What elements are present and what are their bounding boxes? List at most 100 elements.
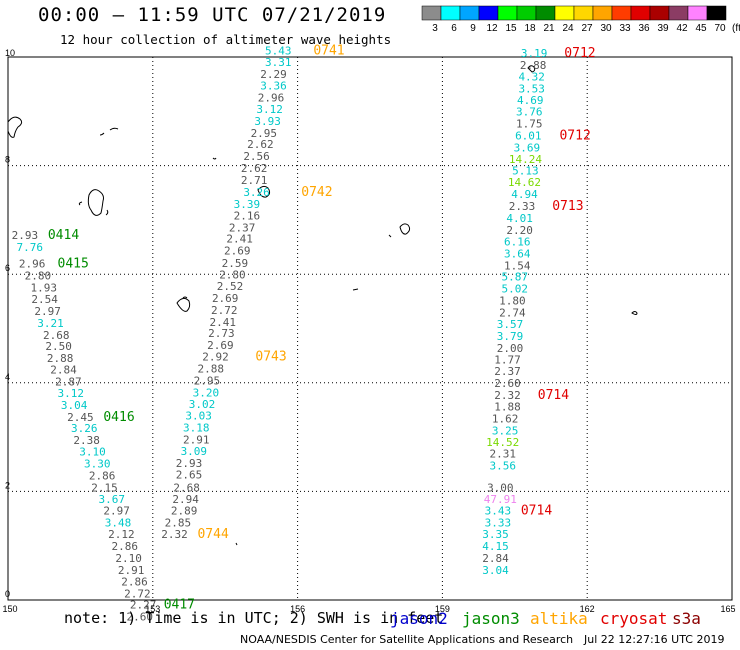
island-outline xyxy=(99,127,119,136)
color-scale-label: 12 xyxy=(486,23,498,34)
color-scale-swatch xyxy=(592,5,613,21)
wave-height-value: 2.94 xyxy=(172,493,199,506)
pass-time-label: 0714 xyxy=(521,504,552,519)
wave-height-value: 3.04 xyxy=(61,399,88,412)
color-scale-label: 42 xyxy=(676,23,688,34)
island-outline xyxy=(78,201,109,216)
color-scale-label: 21 xyxy=(543,23,555,34)
wave-height-value: 3.36 xyxy=(260,80,287,93)
wave-height-value: 2.71 xyxy=(241,174,268,187)
island-outline xyxy=(7,116,23,138)
island-outline xyxy=(399,223,411,235)
wave-height-value: 4.15 xyxy=(482,540,509,553)
pass-time-label: 0741 xyxy=(313,43,344,58)
credit-text: NOAA/NESDIS Center for Satellite Applica… xyxy=(240,633,574,646)
wave-height-value: 5.02 xyxy=(502,283,529,296)
wave-height-value: 2.89 xyxy=(171,505,198,518)
wave-height-value: 2.38 xyxy=(73,434,100,447)
wave-height-value: 3.48 xyxy=(105,517,132,530)
wave-height-value: 3.04 xyxy=(482,564,509,577)
island-outline xyxy=(87,189,104,216)
y-tick-label: 10 xyxy=(5,48,15,58)
color-scale-label: 18 xyxy=(524,23,536,34)
legend-jason2: jason2 xyxy=(390,609,448,628)
wave-height-value: 47.91 xyxy=(484,493,517,506)
wave-height-value: 1.93 xyxy=(30,282,57,295)
x-tick-label: 159 xyxy=(435,604,450,614)
color-scale-swatch xyxy=(421,5,442,21)
wave-height-value: 2.20 xyxy=(506,224,533,237)
wave-height-value: 2.41 xyxy=(226,233,253,246)
wave-height-value: 3.26 xyxy=(243,186,270,199)
wave-height-value: 14.24 xyxy=(509,153,542,166)
pass-time-label: 0742 xyxy=(301,185,332,200)
wave-height-value: 1.75 xyxy=(516,118,543,131)
wave-height-value: 1.88 xyxy=(494,400,521,413)
wave-height-value: 2.45 xyxy=(67,411,94,424)
color-scale-label: 15 xyxy=(505,23,517,34)
wave-height-value: 2.10 xyxy=(115,552,142,565)
wave-height-value: 5.13 xyxy=(512,164,539,177)
island-outline xyxy=(631,311,638,315)
wave-height-value: 14.52 xyxy=(486,436,519,449)
timestamp-text: Jul 22 12:27:16 UTC 2019 xyxy=(584,633,725,646)
x-tick-label: 162 xyxy=(580,604,595,614)
wave-height-value: 2.72 xyxy=(211,304,238,317)
wave-height-value: 2.91 xyxy=(183,434,210,447)
pass-time-label: 0417 xyxy=(164,598,195,613)
wave-height-value: 3.12 xyxy=(57,387,84,400)
color-scale-label: 30 xyxy=(600,23,612,34)
wave-height-value: 3.35 xyxy=(482,528,509,541)
altimeter-tracks: 2.937.7604142.962.801.932.542.973.212.68… xyxy=(12,43,596,623)
wave-height-value: 2.95 xyxy=(251,127,278,140)
wave-height-value: 2.52 xyxy=(217,280,244,293)
island-outline xyxy=(176,297,191,312)
wave-height-value: 3.43 xyxy=(485,505,512,518)
wave-height-value: 3.09 xyxy=(181,445,208,458)
wave-height-value: 5.87 xyxy=(502,271,529,284)
wave-height-value: 1.77 xyxy=(494,353,521,366)
wave-height-value: 2.32 xyxy=(494,389,521,402)
wave-height-value: 2.96 xyxy=(19,258,46,271)
wave-height-value: 3.93 xyxy=(254,115,281,128)
pass-time-label: 0714 xyxy=(538,388,569,403)
wave-height-value: 3.53 xyxy=(518,82,545,95)
axis-tick-labels: 150 153 156 159 162 165 0 2 4 6 8 10 xyxy=(2,48,735,614)
wave-height-value: 3.26 xyxy=(71,422,98,435)
color-scale-swatch xyxy=(535,5,556,21)
footer-note: note: 1) Time is in UTC; 2) SWH is in fe… xyxy=(64,609,444,627)
color-scale-swatch xyxy=(649,5,670,21)
wave-height-value: 3.19 xyxy=(521,47,548,60)
wave-height-value: 3.00 xyxy=(487,481,514,494)
color-scale-label: 33 xyxy=(619,23,631,34)
wave-height-value: 3.33 xyxy=(485,517,512,530)
wave-height-value: 2.69 xyxy=(207,339,234,352)
color-scale-unit: (ft) xyxy=(732,23,740,34)
wave-height-value: 3.02 xyxy=(189,398,216,411)
x-tick-label: 153 xyxy=(145,604,160,614)
wave-height-value: 2.37 xyxy=(494,365,521,378)
wave-height-value: 2.16 xyxy=(234,209,261,222)
wave-height-value: 2.69 xyxy=(224,245,251,258)
color-scale-label: 70 xyxy=(714,23,726,34)
wave-height-value: 2.68 xyxy=(173,481,200,494)
color-scale-label: 24 xyxy=(562,23,574,34)
wave-height-value: 4.69 xyxy=(517,94,544,107)
wave-height-value: 6.01 xyxy=(515,130,542,143)
wave-height-value: 14.62 xyxy=(508,176,541,189)
wave-height-value: 3.10 xyxy=(79,446,106,459)
wave-height-value: 3.18 xyxy=(183,422,210,435)
wave-height-value: 2.86 xyxy=(112,540,139,553)
color-scale-label: 36 xyxy=(638,23,650,34)
wave-height-value: 3.64 xyxy=(504,247,531,260)
island-outline xyxy=(212,157,217,160)
wave-height-value: 3.67 xyxy=(99,493,126,506)
wave-height-value: 2.85 xyxy=(165,517,192,530)
wave-height-value: 2.56 xyxy=(243,150,270,163)
island-outline xyxy=(388,234,392,238)
wave-height-value: 2.33 xyxy=(509,200,536,213)
legend-jason3: jason3 xyxy=(462,609,520,628)
island-outline xyxy=(257,185,271,198)
wave-height-value: 3.20 xyxy=(193,386,220,399)
map-title: 00:00 – 11:59 UTC 07/21/2019 xyxy=(38,4,387,26)
